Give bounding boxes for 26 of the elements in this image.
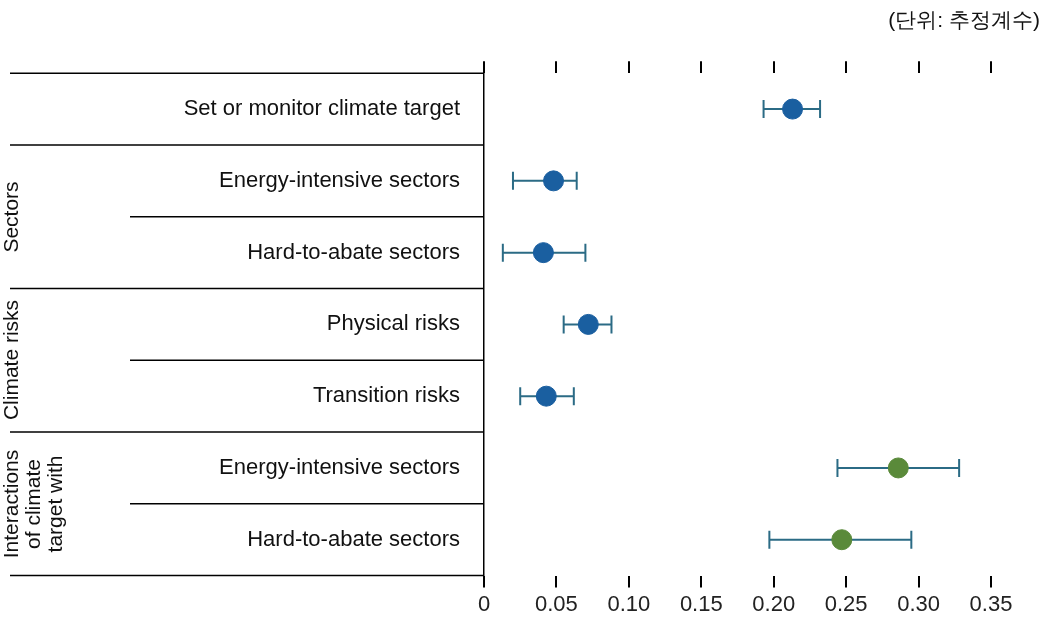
x-tick-label: 0.15 <box>679 590 723 616</box>
point <box>577 313 599 335</box>
x-tick-label: 0.35 <box>969 590 1013 616</box>
y-tick-label: Hard-to-abate sectors <box>247 238 460 264</box>
y-tick-label: Transition risks <box>312 382 460 408</box>
point <box>532 242 554 264</box>
x-tick-label: 0.25 <box>824 590 868 616</box>
point <box>831 529 853 551</box>
text: Climate risks <box>0 300 22 421</box>
text: Sectors <box>0 181 22 253</box>
point <box>535 385 557 407</box>
x-tick-label: 0.05 <box>535 590 578 616</box>
point <box>543 170 565 192</box>
y-tick-label: Hard-to-abate sectors <box>247 525 460 551</box>
x-tick-label: 0 <box>477 590 491 616</box>
x-tick-label: 0.20 <box>752 590 796 616</box>
point <box>782 98 804 120</box>
text: (단위: 추정계수) <box>888 7 1040 33</box>
y-tick-label: Energy-intensive sectors <box>219 454 460 480</box>
y-tick-label: Set or monitor climate target <box>183 95 460 121</box>
y-tick-label: Physical risks <box>326 310 460 336</box>
y-tick-label: Energy-intensive sectors <box>219 166 460 192</box>
x-tick-label: 0.30 <box>897 590 940 616</box>
text: Interactions of climate target with <box>0 448 66 561</box>
point <box>887 457 909 479</box>
x-tick-label: 0.10 <box>607 590 651 616</box>
